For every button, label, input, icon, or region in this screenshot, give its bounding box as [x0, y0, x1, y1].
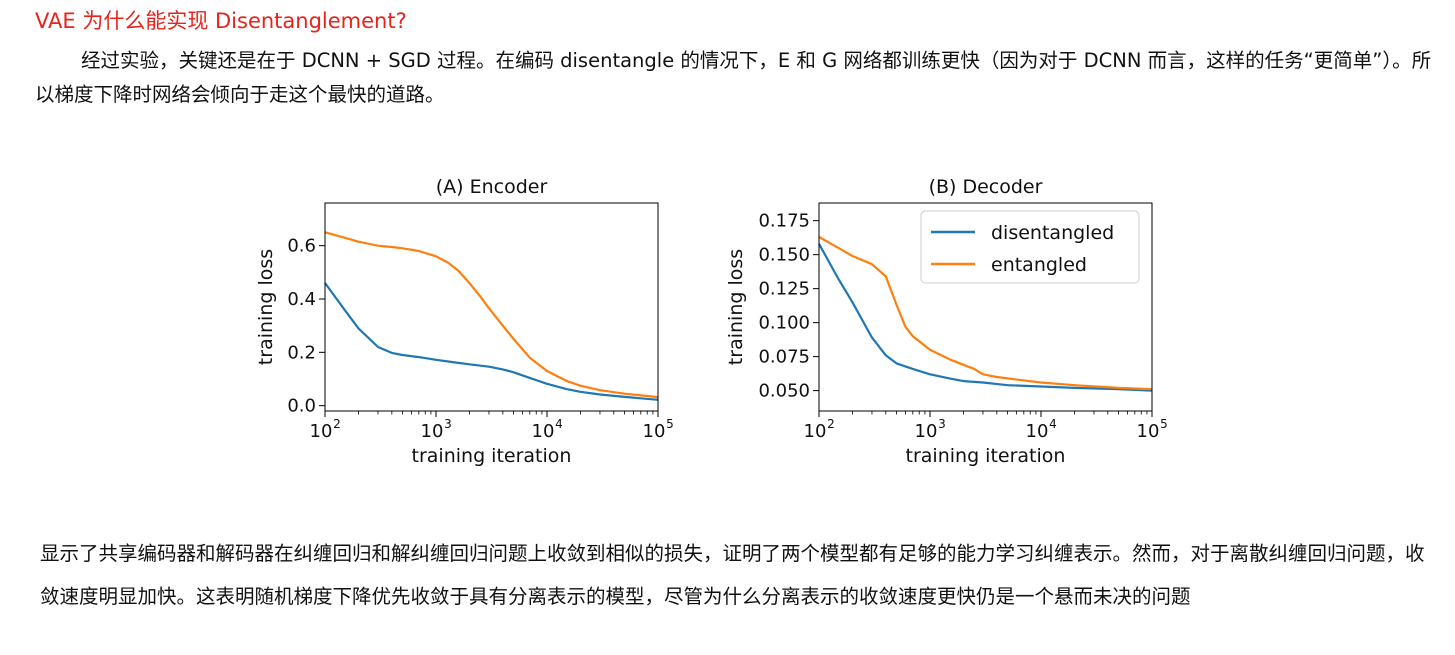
legend-label-disentangled: disentangled	[991, 222, 1114, 244]
series-line-disentangled	[324, 282, 659, 401]
series-line-entangled	[324, 231, 659, 399]
y-tick-label: 0.2	[287, 342, 316, 363]
x-tick-label: 10	[915, 421, 938, 442]
y-tick-label: 0.175	[758, 211, 810, 232]
x-tick-label: 10	[1137, 421, 1160, 442]
x-tick-label-exponent: 5	[1160, 417, 1168, 431]
x-tick-label: 10	[532, 421, 555, 442]
plot-frame	[324, 202, 659, 412]
y-tick-label: 0.075	[758, 347, 810, 368]
y-tick-label: 0.050	[758, 381, 810, 402]
x-axis-label: training iteration	[906, 445, 1066, 467]
y-tick-label: 0.4	[287, 289, 316, 310]
x-tick-label-exponent: 2	[827, 417, 835, 431]
x-tick-label-exponent: 3	[444, 417, 452, 431]
legend-label-entangled: entangled	[991, 254, 1087, 276]
y-tick-label: 0.0	[287, 396, 316, 417]
y-tick-label: 0.6	[287, 236, 316, 257]
y-axis-label: training loss	[255, 249, 277, 365]
x-tick-label-exponent: 4	[555, 417, 563, 431]
x-tick-label-exponent: 4	[1049, 417, 1057, 431]
x-tick-label: 10	[1026, 421, 1049, 442]
y-axis-label: training loss	[725, 249, 747, 365]
x-tick-label: 10	[310, 421, 333, 442]
x-axis-label: training iteration	[412, 445, 572, 467]
y-tick-label: 0.125	[758, 279, 810, 300]
y-tick-label: 0.100	[758, 313, 810, 334]
legend-box	[920, 210, 1140, 284]
conclusion-paragraph: 显示了共享编码器和解码器在纠缠回归和解纠缠回归问题上收敛到相似的损失，证明了两个…	[40, 542, 1425, 608]
x-tick-label-exponent: 5	[666, 417, 674, 431]
x-tick-label: 10	[421, 421, 444, 442]
section-heading: VAE 为什么能实现 Disentanglement?	[35, 9, 407, 33]
plot-frame	[818, 202, 1153, 412]
series-line-disentangled	[818, 243, 1153, 392]
chart-title: (B) Decoder	[929, 176, 1043, 198]
x-tick-label: 10	[643, 421, 666, 442]
series-line-entangled	[818, 236, 1153, 391]
chart-title: (A) Encoder	[436, 176, 548, 198]
y-tick-label: 0.150	[758, 245, 810, 266]
x-tick-label-exponent: 2	[333, 417, 341, 431]
x-tick-label-exponent: 3	[938, 417, 946, 431]
x-tick-label: 10	[804, 421, 827, 442]
intro-paragraph: 经过实验，关键还是在于 DCNN + SGD 过程。在编码 disentangl…	[35, 49, 1432, 106]
